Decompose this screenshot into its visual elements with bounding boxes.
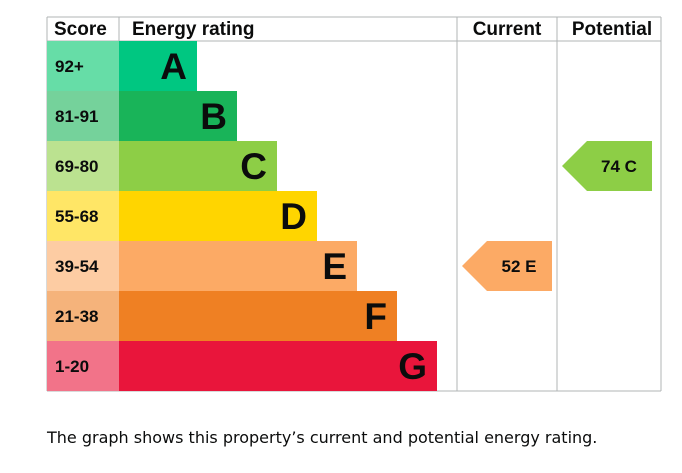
- current-rating-arrow: [462, 241, 552, 291]
- score-cell-g: [47, 341, 119, 391]
- band-letter-c: C: [240, 146, 267, 187]
- score-cell-e: [47, 241, 119, 291]
- potential-rating-arrow: [562, 141, 652, 191]
- band-letter-d: D: [280, 196, 307, 237]
- score-cell-b: [47, 91, 119, 141]
- score-range-a: 92+: [55, 57, 84, 76]
- score-range-c: 69-80: [55, 157, 98, 176]
- header-score: Score: [54, 19, 107, 40]
- header-energy-rating: Energy rating: [132, 19, 254, 40]
- energy-rating-chart: Score Energy rating Current Potential 92…: [46, 16, 662, 392]
- band-letter-g: G: [398, 346, 427, 387]
- score-cell-f: [47, 291, 119, 341]
- current-rating-label: 52 E: [502, 257, 537, 276]
- rating-bands: 92+ A 81-91 B 69-80 C 55-68 D 39-54 E 21-38 F 1-20 G: [47, 41, 437, 391]
- chart-headers: Score Energy rating Current Potential: [54, 19, 652, 40]
- band-bar-b: [119, 91, 237, 141]
- header-current: Current: [473, 19, 542, 40]
- score-cell-a: [47, 41, 119, 91]
- band-bar-f: [119, 291, 397, 341]
- score-cell-c: [47, 141, 119, 191]
- score-range-f: 21-38: [55, 307, 98, 326]
- score-range-b: 81-91: [55, 107, 98, 126]
- score-range-d: 55-68: [55, 207, 98, 226]
- band-letter-a: A: [160, 46, 187, 87]
- score-cell-d: [47, 191, 119, 241]
- band-bar-c: [119, 141, 277, 191]
- band-bar-a: [119, 41, 197, 91]
- header-potential: Potential: [572, 19, 652, 40]
- band-bar-g: [119, 341, 437, 391]
- band-letter-b: B: [200, 96, 227, 137]
- score-range-e: 39-54: [55, 257, 99, 276]
- potential-rating-label: 74 C: [601, 157, 637, 176]
- chart-caption: The graph shows this property’s current …: [47, 428, 598, 447]
- band-bar-d: [119, 191, 317, 241]
- band-bar-e: [119, 241, 357, 291]
- score-range-g: 1-20: [55, 357, 89, 376]
- band-letter-e: E: [322, 246, 347, 287]
- rating-arrows: 52 E 74 C: [462, 141, 652, 291]
- band-letter-f: F: [364, 296, 387, 337]
